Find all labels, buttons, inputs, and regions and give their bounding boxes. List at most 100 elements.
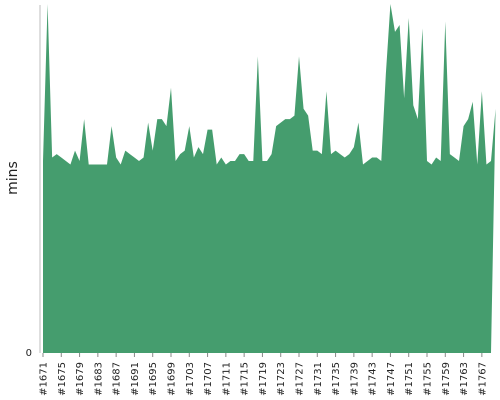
data-point [398,23,401,26]
data-point [206,128,209,131]
data-point [343,156,346,159]
x-tick-label: #1727 [295,362,306,396]
data-point [380,160,383,163]
x-tick-label: #1731 [313,362,324,396]
data-point [293,114,296,117]
x-tick-label: #1671 [39,362,50,396]
data-point [234,160,237,163]
x-tick-label: #1735 [331,362,342,396]
data-point [87,163,90,166]
data-point [128,153,131,156]
data-point [480,90,483,93]
x-tick-label: #1763 [459,362,470,396]
data-point [334,149,337,152]
data-point [448,153,451,156]
x-tick-label: #1691 [130,362,141,396]
data-point [211,128,214,131]
data-point [183,149,186,152]
data-point [485,163,488,166]
data-point [220,156,223,159]
data-point [179,153,182,156]
x-tick-label: #1715 [240,362,251,396]
data-point [444,20,447,23]
data-point [325,90,328,93]
data-point [215,163,218,166]
data-point [275,125,278,128]
data-point [119,163,122,166]
data-point [320,153,323,156]
data-point [60,156,63,159]
data-point [494,107,497,110]
x-tick-label: #1707 [203,362,214,396]
data-point [330,153,333,156]
data-point [46,3,49,6]
data-point [298,55,301,58]
data-point [416,118,419,121]
y-axis-ticks: 0 [26,348,32,359]
data-point [192,156,195,159]
data-point [174,160,177,163]
x-tick-label: #1679 [75,362,86,396]
x-tick-label: #1675 [57,362,68,396]
y-tick-label: 0 [26,348,32,359]
data-point [462,125,465,128]
x-tick-label: #1683 [93,362,104,396]
data-point [471,100,474,103]
data-point [224,163,227,166]
data-point [92,163,95,166]
data-point [138,160,141,163]
data-point [133,156,136,159]
data-point [96,163,99,166]
data-point [453,156,456,159]
data-point [247,160,250,163]
data-point [270,153,273,156]
data-point [124,149,127,152]
data-point [490,160,493,163]
data-point [147,121,150,124]
x-tick-label: #1719 [258,362,269,396]
data-point [339,153,342,156]
data-point [243,153,246,156]
data-point [151,149,154,152]
data-point [288,118,291,121]
data-point [407,16,410,19]
data-point [156,118,159,121]
x-tick-label: #1739 [349,362,360,396]
x-tick-label: #1743 [368,362,379,396]
x-tick-label: #1747 [386,362,397,396]
x-tick-label: #1751 [404,362,415,396]
data-point [316,149,319,152]
x-tick-label: #1687 [112,362,123,396]
data-point [110,125,113,128]
data-point [42,160,45,163]
data-point [439,160,442,163]
x-tick-label: #1755 [423,362,434,396]
data-point [311,149,314,152]
data-point [426,160,429,163]
data-point [261,160,264,163]
area-series-0 [43,4,496,353]
data-point [106,163,109,166]
plot-area [42,3,497,353]
data-point [476,163,479,166]
data-point [430,163,433,166]
data-point [357,121,360,124]
data-point [371,156,374,159]
data-point [160,118,163,121]
data-point [256,55,259,58]
data-point [51,156,54,159]
data-point [165,125,168,128]
x-axis-ticks: #1671 #1675 #1679 #1683 #1687 #1691 #1695 #1699… [39,353,488,396]
data-point [307,114,310,117]
x-tick-label: #1695 [148,362,159,396]
data-point [279,121,282,124]
data-point [101,163,104,166]
y-axis-title: mins [5,161,21,195]
data-point [467,118,470,121]
data-point [188,125,191,128]
data-point [252,160,255,163]
data-point [115,156,118,159]
data-point [238,153,241,156]
x-tick-label: #1759 [441,362,452,396]
